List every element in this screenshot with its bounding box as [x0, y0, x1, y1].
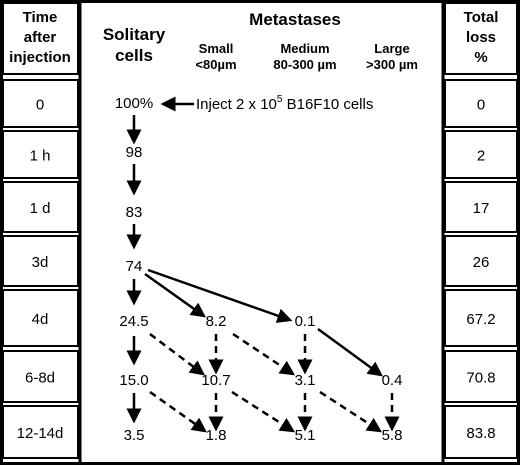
solitary-to-medium-arrow [147, 268, 293, 323]
time-cell-box [2, 79, 79, 128]
loss-cell-box [444, 235, 518, 287]
injection-exponent: 5 [277, 94, 283, 105]
time-header: Time after injection [9, 9, 71, 66]
time-cell: 1 d [30, 200, 51, 217]
metastases-header: Metastases [249, 10, 341, 29]
loss-cell: 17 [473, 200, 490, 217]
time-header-box [2, 2, 79, 75]
solitary-value: 3.5 [124, 427, 145, 444]
time-cell: 4d [32, 311, 49, 328]
medium-header-line2: 80-300 µm [273, 57, 336, 72]
time-cell-box [2, 350, 79, 403]
loss-cell: 83.8 [466, 425, 495, 442]
large-value: 5.8 [382, 427, 403, 444]
loss-header-line3: % [474, 49, 487, 66]
small-header-line1: Small [199, 41, 234, 56]
time-cell: 12-14d [17, 425, 64, 442]
large-header-line2: >300 µm [366, 57, 418, 72]
solitary-value: 83 [126, 204, 143, 221]
solitary-header-line1: Solitary [103, 25, 166, 44]
medium-to-large-arrow [317, 327, 384, 377]
solitary-value: 24.5 [119, 313, 148, 330]
time-cell-box [2, 289, 79, 347]
small-header-line2: <80µm [195, 57, 236, 72]
loss-cell-box [444, 79, 518, 128]
solitary-value: 100% [115, 95, 153, 112]
loss-cell-box [444, 289, 518, 347]
solitary-to-small-arrow [144, 272, 207, 318]
loss-header-box [444, 2, 518, 75]
time-cell: 0 [36, 97, 44, 114]
solitary-to-small-dashed-arrow [149, 333, 205, 376]
time-cell-box [2, 130, 79, 179]
loss-cell: 2 [477, 148, 485, 165]
medium-value: 0.1 [295, 313, 316, 330]
solitary-value: 74 [126, 258, 143, 275]
solitary-value: 15.0 [119, 372, 148, 389]
small-to-medium-dashed-arrow [232, 332, 296, 376]
medium-value: 3.1 [295, 372, 316, 389]
solitary-header-line2: cells [115, 46, 153, 65]
small-value: 8.2 [206, 313, 227, 330]
small-value: 1.8 [206, 427, 227, 444]
time-cell: 6-8d [25, 370, 55, 387]
medium-to-large-dashed-arrow [319, 390, 383, 433]
large-value: 0.4 [382, 372, 403, 389]
time-cell-box [2, 235, 79, 287]
injection-label: Inject 2 x 105 B16F10 cells [196, 94, 373, 113]
time-header-line2: after [24, 29, 57, 46]
loss-header: Total loss % [464, 9, 499, 66]
small-to-medium-dashed-arrow [231, 390, 296, 433]
small-header: Small <80µm [195, 41, 236, 72]
small-value: 10.7 [201, 372, 230, 389]
solitary-value: 98 [126, 144, 143, 161]
medium-value: 5.1 [295, 427, 316, 444]
time-cell-box [2, 181, 79, 233]
loss-header-line2: loss [466, 29, 496, 46]
loss-cell-box [444, 350, 518, 403]
medium-header: Medium 80-300 µm [273, 41, 336, 72]
time-cell: 3d [32, 254, 49, 271]
large-header-line1: Large [374, 41, 409, 56]
loss-header-line1: Total [464, 9, 499, 26]
loss-cell: 70.8 [466, 370, 495, 387]
time-header-line3: injection [9, 49, 71, 66]
loss-cell-box [444, 130, 518, 179]
loss-cell-box [444, 181, 518, 233]
medium-header-line1: Medium [280, 41, 329, 56]
loss-cell: 0 [477, 97, 485, 114]
time-header-line1: Time [23, 9, 58, 26]
loss-cell: 26 [473, 254, 490, 271]
injection-suffix: B16F10 cells [282, 96, 373, 113]
loss-cell-box [444, 405, 518, 459]
large-header: Large >300 µm [366, 41, 418, 72]
solitary-to-small-dashed-arrow [149, 390, 208, 433]
solitary-header: Solitary cells [103, 25, 166, 65]
time-cell: 1 h [30, 148, 51, 165]
injection-text: Inject 2 x 10 [196, 96, 277, 113]
loss-cell: 67.2 [466, 311, 495, 328]
time-cell-box [2, 405, 79, 459]
